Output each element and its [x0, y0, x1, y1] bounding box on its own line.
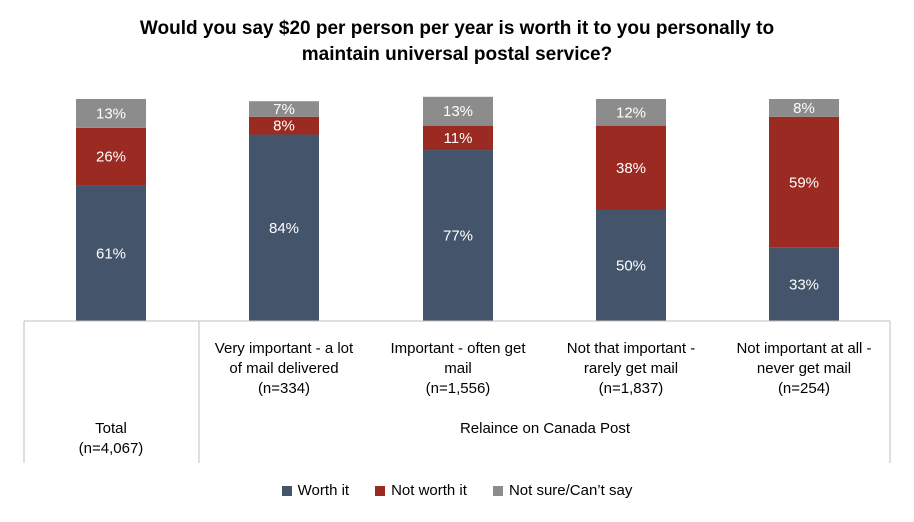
category-label-4-line-1: Not that important - [566, 340, 696, 357]
category-label-1: Total (n=4,067) [24, 419, 198, 459]
legend-label-1: Worth it [297, 482, 350, 499]
data-label-3-1: 77% [443, 228, 473, 245]
legend-item-3: Not sure/Can’t say [492, 481, 633, 501]
bar-segment-4-1 [596, 210, 666, 321]
category-label-3-line-3: (n=1,556) [425, 380, 491, 397]
data-label-1-2: 26% [96, 149, 126, 166]
bar-segment-3-2 [423, 125, 493, 151]
bar-segment-1-2 [76, 127, 146, 186]
data-label-3-2: 11% [444, 130, 473, 147]
bar-segment-5-2 [769, 116, 839, 248]
bar-segment-5-1 [769, 247, 839, 321]
legend-item-2: Not worth it [375, 481, 467, 501]
data-label-5-3: 8% [793, 100, 815, 117]
data-label-3-3: 13% [443, 103, 473, 120]
legend-item-1: Worth it [281, 481, 350, 501]
data-label-4-2: 38% [616, 160, 646, 177]
bar-segment-2-2 [249, 116, 319, 135]
data-label-5-1: 33% [789, 276, 819, 293]
legend-swatch-1 [281, 486, 292, 496]
category-label-5-line-2: never get mail [756, 360, 852, 377]
category-label-5-line-3: (n=254) [777, 380, 831, 397]
category-label-2-line-1: Very important - a lot [214, 340, 354, 357]
category-label-2-line-2: of mail delivered [229, 360, 339, 377]
data-label-2-1: 84% [269, 220, 299, 237]
category-label-1-line-1: Total [95, 420, 127, 437]
category-label-5: Not important at all - never get mail (n=2… [717, 339, 891, 399]
bar-segment-4-3 [596, 99, 666, 126]
category-label-2: Very important - a lot of mail delivered (… [197, 339, 371, 399]
category-label-4: Not that important - rarely get mail (n=1,… [544, 339, 718, 399]
chart-title: Would you say $20 per person per year is… [0, 16, 914, 68]
bar-segment-3-3 [423, 96, 493, 126]
legend-swatch-3 [492, 486, 503, 496]
data-label-2-3: 7% [273, 101, 295, 118]
data-label-1-3: 13% [96, 105, 126, 122]
data-label-5-2: 59% [789, 174, 819, 191]
category-label-4-line-2: rarely get mail [583, 360, 679, 377]
legend: Worth it Not worth it Not sure/Can’t say [0, 481, 914, 501]
category-label-1-line-2: (n=4,067) [78, 440, 144, 457]
bar-segment-2-3 [249, 101, 319, 117]
data-label-1-1: 61% [96, 245, 126, 262]
bar-segment-3-1 [423, 150, 493, 321]
category-label-2-line-3: (n=334) [257, 380, 311, 397]
group-label: Relaince on Canada Post [459, 420, 631, 437]
category-label-3-line-1: Important - often get [390, 340, 526, 357]
legend-label-2: Not worth it [391, 482, 467, 499]
data-label-4-3: 12% [616, 104, 646, 121]
bar-segment-1-3 [76, 99, 146, 128]
data-label-4-1: 50% [616, 258, 646, 275]
legend-swatch-2 [375, 486, 386, 496]
category-label-5-line-1: Not important at all - [736, 340, 872, 357]
category-label-4-line-3: (n=1,837) [598, 380, 664, 397]
bar-segment-2-1 [249, 134, 319, 321]
bar-segment-5-3 [769, 99, 839, 117]
chart-title-line-1: Would you say $20 per person per year is… [139, 18, 775, 39]
data-label-2-2: 8% [273, 118, 295, 135]
chart-title-line-2: maintain universal postal service? [301, 44, 613, 65]
category-label-3: Important - often get mail (n=1,556) [371, 339, 545, 399]
bar-segment-4-2 [596, 125, 666, 210]
legend-label-3: Not sure/Can’t say [508, 482, 633, 499]
bar-segment-1-1 [76, 185, 146, 321]
category-label-3-line-2: mail [444, 360, 472, 377]
